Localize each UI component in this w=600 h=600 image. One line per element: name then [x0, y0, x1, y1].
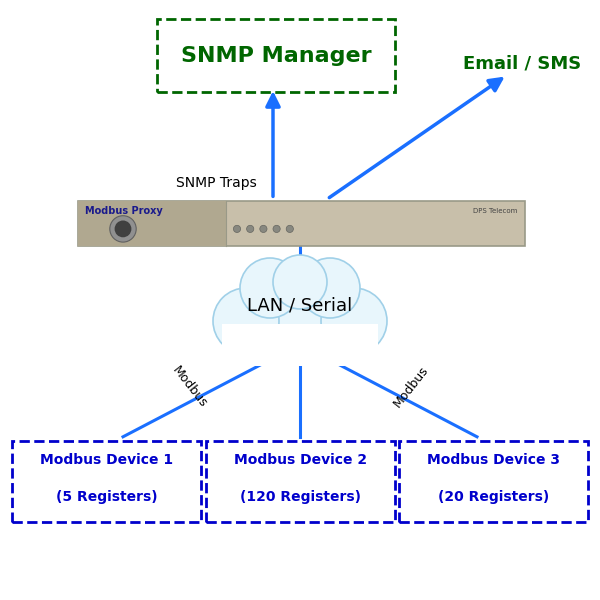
Text: SNMP Traps: SNMP Traps — [176, 176, 256, 190]
FancyBboxPatch shape — [206, 441, 395, 522]
Circle shape — [273, 255, 327, 309]
Text: SNMP Manager: SNMP Manager — [181, 46, 371, 65]
Circle shape — [247, 225, 254, 233]
Text: Modbus Device 1: Modbus Device 1 — [40, 454, 173, 467]
Text: (5 Registers): (5 Registers) — [56, 490, 157, 503]
Text: Modbus Device 3: Modbus Device 3 — [427, 454, 560, 467]
FancyBboxPatch shape — [157, 19, 395, 92]
Circle shape — [233, 225, 241, 233]
Text: Modbus Device 2: Modbus Device 2 — [234, 454, 367, 467]
Circle shape — [240, 258, 300, 318]
FancyBboxPatch shape — [12, 441, 201, 522]
Circle shape — [115, 220, 131, 237]
Bar — [78, 201, 525, 246]
Circle shape — [260, 225, 267, 233]
Bar — [78, 201, 226, 246]
Text: LAN / Serial: LAN / Serial — [247, 297, 353, 315]
Text: Modbus: Modbus — [391, 364, 431, 410]
Text: DPS Telecom: DPS Telecom — [473, 208, 518, 214]
Text: Email / SMS: Email / SMS — [463, 54, 581, 72]
Circle shape — [110, 216, 136, 242]
Text: Modbus: Modbus — [169, 364, 209, 410]
Circle shape — [300, 258, 360, 318]
Circle shape — [255, 270, 345, 360]
Text: Modbus Proxy: Modbus Proxy — [85, 206, 163, 216]
Circle shape — [213, 288, 279, 354]
Circle shape — [321, 288, 387, 354]
Bar — [222, 324, 378, 366]
Text: (20 Registers): (20 Registers) — [438, 490, 549, 503]
Circle shape — [273, 225, 280, 233]
FancyBboxPatch shape — [399, 441, 588, 522]
Text: (120 Registers): (120 Registers) — [240, 490, 361, 503]
Circle shape — [286, 225, 293, 233]
